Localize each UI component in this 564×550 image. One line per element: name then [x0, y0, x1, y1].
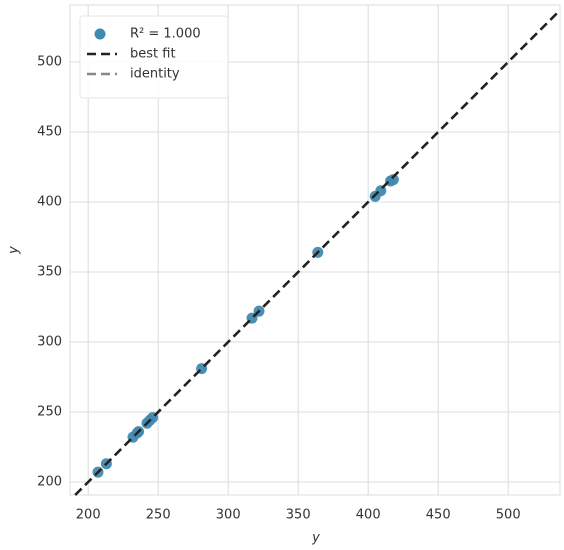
y-tick-label: 200: [37, 474, 62, 489]
y-tick-label: 400: [37, 194, 62, 209]
legend-label: identity: [130, 67, 180, 82]
legend-box: [79, 15, 229, 99]
x-tick-label: 300: [216, 508, 241, 523]
x-tick-label: 450: [426, 508, 451, 523]
legend-marker: [94, 28, 106, 40]
x-axis-label: y: [311, 531, 320, 546]
x-tick-label: 500: [496, 508, 521, 523]
y-tick-label: 300: [37, 334, 62, 349]
x-tick-label: 200: [76, 508, 101, 523]
legend-label: R² = 1.000: [130, 27, 201, 42]
y-tick-label: 350: [37, 264, 62, 279]
x-tick-label: 350: [286, 508, 311, 523]
y-tick-label: 250: [37, 404, 62, 419]
y-axis-label: y: [7, 246, 22, 255]
y-tick-label: 450: [37, 124, 62, 139]
reference-line: [74, 9, 561, 496]
point: [387, 174, 399, 186]
x-tick-label: 250: [146, 508, 171, 523]
legend-label: best fit: [130, 47, 176, 62]
y-tick-label: 500: [37, 54, 62, 69]
x-tick-label: 400: [356, 508, 381, 523]
